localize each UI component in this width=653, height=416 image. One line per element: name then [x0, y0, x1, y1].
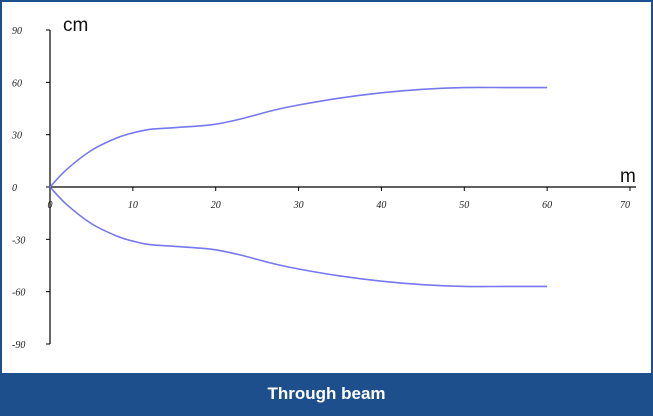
y-tick-label: 60: [12, 78, 22, 89]
y-tick-label: -30: [12, 235, 25, 246]
y-tick-label: 90: [12, 26, 22, 37]
chart: 90 60 30 0 -30 -60 -90 0 10 20 30 40 50 60 70 cm m: [11, 15, 636, 351]
y-tick-labels: 90 60 30 0 -30 -60 -90: [11, 26, 50, 351]
x-tick-label: 60: [542, 200, 552, 211]
x-tick-label: 20: [211, 200, 221, 211]
y-tick-label: 30: [11, 131, 22, 142]
x-tick-label: 30: [293, 200, 304, 211]
x-tick-label: 40: [376, 200, 386, 211]
x-axis-label: m: [620, 166, 636, 187]
x-tick-label: 10: [128, 200, 138, 211]
series-line: [49, 86, 548, 188]
y-tick-label: -90: [12, 340, 25, 351]
x-tick-label: 50: [459, 200, 469, 211]
x-tick-label: 70: [620, 200, 630, 211]
caption-text: Through beam: [267, 383, 386, 403]
series-line: [49, 186, 548, 288]
y-tick-label: 0: [12, 183, 17, 194]
y-tick-label: -60: [12, 288, 25, 299]
y-axis-label: cm: [63, 15, 88, 36]
caption-banner: Through beam: [2, 373, 651, 414]
series-group: [49, 86, 548, 288]
